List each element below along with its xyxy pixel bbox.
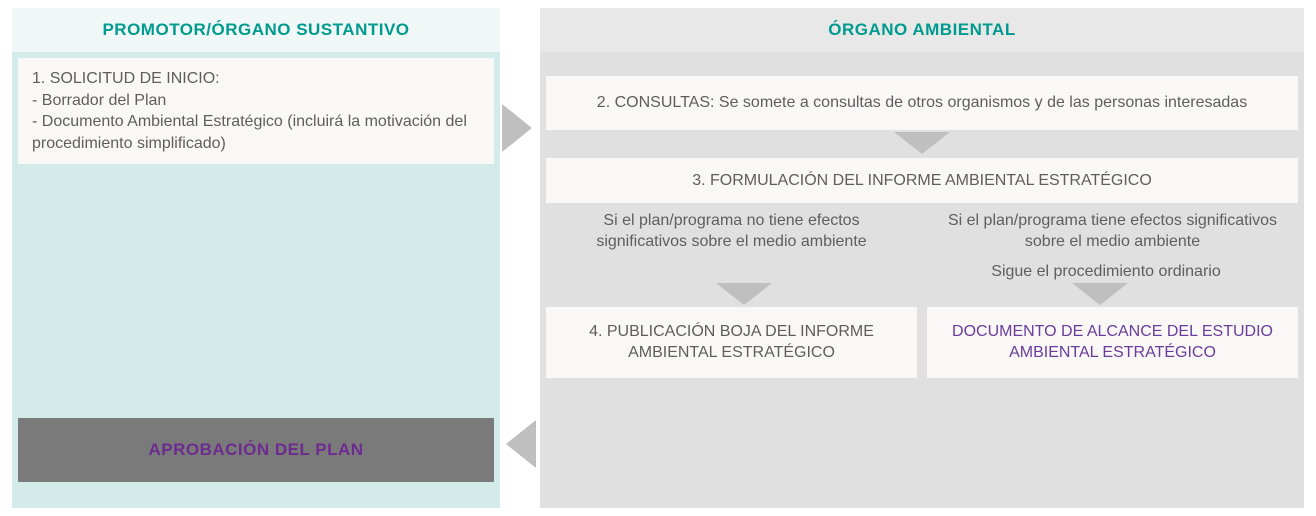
left-column: PROMOTOR/ÓRGANO SUSTANTIVO 1. SOLICITUD … [12, 8, 500, 508]
follow-row: Sigue el procedimiento ordinario [546, 259, 1298, 283]
step-4-box: 4. PUBLICACIÓN BOJA DEL INFORME AMBIENTA… [546, 307, 917, 378]
left-header: PROMOTOR/ÓRGANO SUSTANTIVO [12, 8, 500, 52]
arrow-left-icon [506, 420, 536, 468]
bottom-row: 4. PUBLICACIÓN BOJA DEL INFORME AMBIENTA… [546, 307, 1298, 378]
chevron-down-icon [894, 132, 950, 154]
branch-has-effects: Si el plan/programa tiene efectos signif… [927, 203, 1298, 259]
step-2-box: 2. CONSULTAS: Se somete a consultas de o… [546, 76, 1298, 130]
left-body: 1. SOLICITUD DE INICIO: - Borrador del P… [12, 52, 500, 508]
step-1-box: 1. SOLICITUD DE INICIO: - Borrador del P… [18, 58, 494, 164]
chevron-down-icon [1072, 283, 1128, 305]
step-1-line2: - Documento Ambiental Estratégico (inclu… [32, 111, 480, 154]
step-1-line1: - Borrador del Plan [32, 90, 480, 112]
step-1-title: 1. SOLICITUD DE INICIO: [32, 68, 480, 90]
branch-row: Si el plan/programa no tiene efectos sig… [546, 203, 1298, 259]
arrow-2to3 [546, 132, 1298, 154]
dual-arrow-row [566, 283, 1278, 305]
follow-ordinary: Sigue el procedimiento ordinario [914, 259, 1298, 283]
flowchart: PROMOTOR/ÓRGANO SUSTANTIVO 1. SOLICITUD … [12, 8, 1304, 508]
branch-no-effects: Si el plan/programa no tiene efectos sig… [546, 203, 917, 259]
step-3-box: 3. FORMULACIÓN DEL INFORME AMBIENTAL EST… [546, 158, 1298, 204]
right-body: 2. CONSULTAS: Se somete a consultas de o… [540, 52, 1304, 508]
right-header: ÓRGANO AMBIENTAL [540, 8, 1304, 52]
right-column: ÓRGANO AMBIENTAL 2. CONSULTAS: Se somete… [540, 8, 1304, 508]
approval-box: APROBACIÓN DEL PLAN [18, 418, 494, 482]
scope-doc-box: DOCUMENTO DE ALCANCE DEL ESTUDIO AMBIENT… [927, 307, 1298, 378]
arrow-right-icon [502, 104, 532, 152]
chevron-down-icon [716, 283, 772, 305]
column-gap [500, 8, 540, 508]
